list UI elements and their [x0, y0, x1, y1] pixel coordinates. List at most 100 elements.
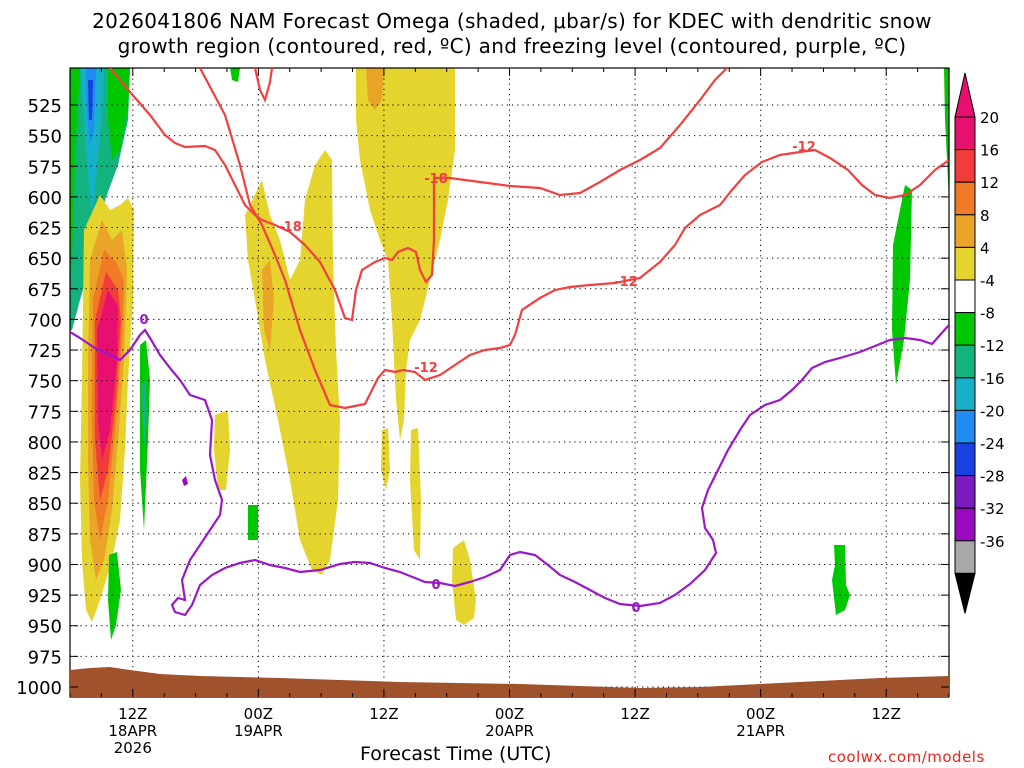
omega-region-yellow-center: [245, 150, 340, 575]
y-tick-label: 700: [28, 310, 62, 331]
x-tick-label: 00Z: [495, 705, 524, 723]
y-tick-label: 925: [28, 586, 62, 607]
dgz-contour-lower: [199, 68, 949, 410]
omega-region-purple-dot: [182, 476, 188, 486]
x-tick-label: 2026: [114, 739, 152, 757]
omega-region-magenta: [97, 290, 118, 460]
omega-region-green-blip: [230, 68, 240, 82]
colorbar-segment: [954, 475, 976, 509]
colorbar-label: -12: [980, 337, 1005, 355]
omega-region-yellow-small: [214, 410, 230, 490]
dgz-contours: [109, 68, 949, 410]
colorbar-segment: [954, 279, 976, 314]
colorbar-label: -8: [980, 305, 995, 323]
y-tick-label: 950: [28, 617, 62, 638]
y-tick-label: 625: [28, 219, 62, 240]
colorbar: 20 16 12 8 4 -4 -8 -12 -16 -20 -24 -28 -32 -36: [954, 72, 1005, 614]
x-tick-label: 00Z: [244, 705, 273, 723]
colorbar-label: -28: [980, 468, 1005, 486]
freezing-label-2: 0: [431, 578, 440, 593]
y-tick-label: 600: [28, 188, 62, 209]
omega-region-darkblue: [88, 80, 93, 120]
y-tick-label: 800: [28, 433, 62, 454]
x-tick-label: 12Z: [620, 705, 649, 723]
y-tick-label: 825: [28, 464, 62, 485]
chart-title-line1: 2026041806 NAM Forecast Omega (shaded, μ…: [92, 9, 932, 33]
colorbar-bottom-arrow: [954, 572, 976, 614]
omega-region-teal-1: [141, 380, 147, 450]
x-tick-label: 12Z: [369, 705, 398, 723]
omega-region-yellow-mid: [381, 428, 390, 490]
colorbar-segment: [954, 344, 976, 379]
contour-labels: -18 -18 -12 -12 -12 0 0 0: [139, 140, 815, 616]
gridlines: [70, 68, 949, 697]
x-tick-label: 20APR: [485, 722, 534, 740]
colorbar-segment: [954, 312, 976, 346]
colorbar-segment: [954, 507, 976, 542]
omega-region-cyan: [80, 68, 104, 220]
colorbar-label: -36: [980, 533, 1005, 551]
omega-region-gold-top: [366, 68, 384, 110]
omega-region-green-5: [944, 68, 949, 200]
colorbar-label: -20: [980, 402, 1005, 420]
dgz-contour-topright: [253, 68, 274, 104]
colorbar-label: 8: [980, 207, 990, 225]
y-tick-label: 1000: [16, 678, 62, 699]
freezing-label-1: 0: [139, 313, 148, 328]
y-tick-label: 725: [28, 341, 62, 362]
freezing-contours: [70, 324, 949, 617]
omega-region-green-2: [108, 552, 121, 640]
dgz-label-4: -12: [614, 275, 638, 290]
freezing-contour-main: [70, 324, 949, 617]
colorbar-segment: [954, 116, 976, 151]
omega-region-green-top: [108, 68, 130, 160]
colorbar-label: -4: [980, 272, 995, 290]
colorbar-top-arrow: [954, 72, 976, 118]
y-tick-label: 550: [28, 127, 62, 148]
colorbar-segment: [954, 246, 976, 281]
x-tick-label: 12Z: [872, 705, 901, 723]
chart-title-line2: growth region (contoured, red, ºC) and f…: [117, 34, 907, 58]
colorbar-label: -24: [980, 435, 1005, 453]
y-tick-label: 850: [28, 494, 62, 515]
y-tick-label: 775: [28, 402, 62, 423]
y-tick-label: 675: [28, 280, 62, 301]
omega-region-green-left: [70, 68, 80, 280]
y-tick-label: 525: [28, 96, 62, 117]
omega-region-gold-center: [262, 260, 274, 350]
dgz-label-3: -12: [792, 140, 816, 155]
colorbar-segment: [954, 377, 976, 411]
colorbar-segment: [954, 540, 976, 574]
freezing-label-3: 0: [631, 601, 640, 616]
omega-region-yellow-low: [410, 428, 421, 560]
x-tick-label: 12Z: [118, 705, 147, 723]
colorbar-label: -32: [980, 500, 1005, 518]
colorbar-segment: [954, 409, 976, 444]
y-tick-label: 575: [28, 157, 62, 178]
x-tick-label: 21APR: [736, 722, 785, 740]
y-tick-label: 875: [28, 525, 62, 546]
colorbar-label: 16: [980, 142, 999, 160]
x-axis-label: Forecast Time (UTC): [360, 743, 552, 765]
colorbar-segment: [954, 149, 976, 183]
colorbar-segment: [954, 442, 976, 477]
credit-text: coolwx.com/models: [828, 748, 985, 766]
y-tick-label: 975: [28, 647, 62, 668]
y-tick-label: 900: [28, 555, 62, 576]
colorbar-segment: [954, 214, 976, 248]
colorbar-label: 12: [980, 174, 999, 192]
omega-region-green-3: [248, 505, 258, 540]
omega-region-green-6: [832, 545, 850, 615]
omega-region-yellow-top: [356, 68, 455, 440]
y-tick-label: 750: [28, 372, 62, 393]
dgz-label-1: -18: [424, 172, 448, 187]
colorbar-label: 20: [980, 109, 999, 127]
colorbar-label: 4: [980, 239, 990, 257]
colorbar-segment: [954, 181, 976, 216]
dgz-contour-upper: [109, 68, 728, 322]
dgz-label-5: -12: [414, 361, 438, 376]
y-axis: 525 550 575 600 625 650 675 700 725 750 775 800 825 8…: [16, 96, 949, 699]
dgz-label-2: -18: [278, 220, 302, 235]
